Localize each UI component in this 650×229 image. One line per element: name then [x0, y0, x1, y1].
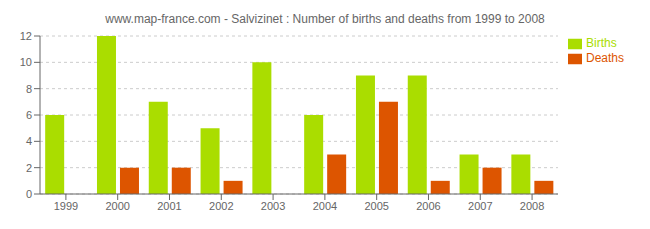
- svg-text:10: 10: [20, 56, 32, 68]
- svg-text:6: 6: [26, 109, 32, 121]
- svg-text:8: 8: [26, 83, 32, 95]
- svg-text:2005: 2005: [364, 200, 388, 212]
- svg-text:2006: 2006: [416, 200, 440, 212]
- html-text:Births: Births: [586, 36, 617, 50]
- svg-text:2002: 2002: [209, 200, 233, 212]
- svg-text:4: 4: [26, 135, 32, 147]
- svg-text:1999: 1999: [54, 200, 78, 212]
- svg-text:2004: 2004: [313, 200, 337, 212]
- html-text:Deaths: Deaths: [586, 50, 624, 65]
- svg-text:2000: 2000: [105, 200, 129, 212]
- svg-text:2007: 2007: [468, 200, 492, 212]
- svg-text:2008: 2008: [520, 200, 544, 212]
- svg-text:2: 2: [26, 162, 32, 174]
- html-text:www.map-france.com - Salvizine: www.map-france.com - Salvizinet : Number…: [105, 12, 545, 26]
- svg-text:2003: 2003: [261, 200, 285, 212]
- svg-text:0: 0: [26, 188, 32, 200]
- svg-text:12: 12: [20, 30, 32, 42]
- svg-text:2001: 2001: [157, 200, 181, 212]
